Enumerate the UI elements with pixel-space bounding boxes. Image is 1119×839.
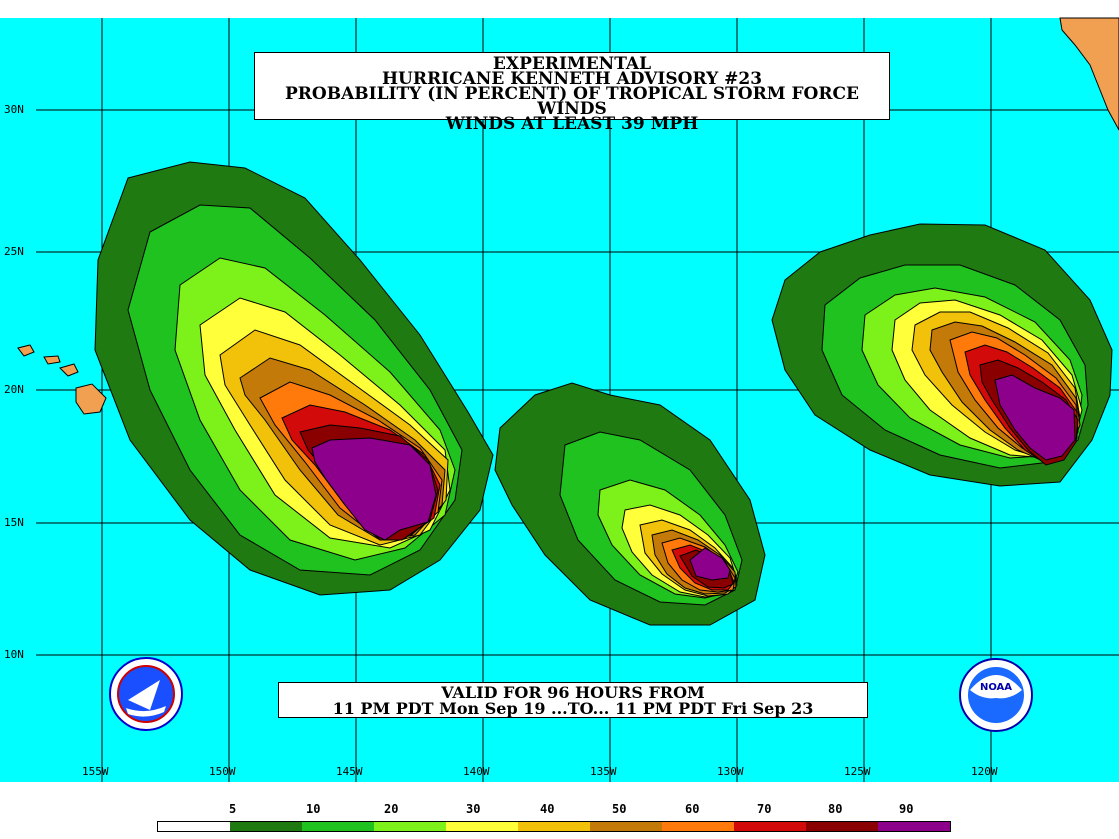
nws-logo [109,657,183,731]
legend-swatch-6 [590,822,662,831]
legend-label-50: 50 [612,802,627,816]
lon-label-145w: 145W [336,765,363,778]
lon-label-135w: 135W [590,765,617,778]
legend-label-5: 5 [229,802,237,816]
probability-contours-middle [494,382,766,626]
lon-label-140w: 140W [463,765,490,778]
valid-line-1: VALID FOR 96 HOURS FROM [441,683,705,702]
hawaii-islands [17,344,107,415]
legend-swatch-9 [806,822,878,831]
legend-swatch-8 [734,822,806,831]
legend-label-90: 90 [899,802,914,816]
legend-swatch-4 [446,822,518,831]
valid-line-2: 11 PM PDT Mon Sep 19 ...TO... 11 PM PDT … [332,699,814,718]
lat-label-10n: 10N [4,648,24,661]
valid-period-box: VALID FOR 96 HOURS FROM 11 PM PDT Mon Se… [278,682,868,718]
legend-swatch-10 [878,822,950,831]
lat-label-25n: 25N [4,245,24,258]
title-line-4: WINDS AT LEAST 39 MPH [445,114,699,134]
legend-label-30: 30 [466,802,481,816]
map-title-box: EXPERIMENTAL HURRICANE KENNETH ADVISORY … [254,52,890,133]
lon-label-155w: 155W [82,765,109,778]
legend-swatch-2 [302,822,374,831]
title-line-3: PROBABILITY (IN PERCENT) OF TROPICAL STO… [285,84,859,119]
probability-contours-west [94,161,494,596]
legend-label-40: 40 [540,802,555,816]
lon-label-125w: 125W [844,765,871,778]
probability-contours-east [771,223,1113,487]
mexico-land [1059,17,1119,131]
lat-label-15n: 15N [4,516,24,529]
legend-swatch-5 [518,822,590,831]
legend-swatch-3 [374,822,446,831]
lon-label-150w: 150W [209,765,236,778]
lon-label-120w: 120W [971,765,998,778]
title-line-2: HURRICANE KENNETH ADVISORY #23 [381,69,763,89]
legend-label-70: 70 [757,802,772,816]
title-line-1: EXPERIMENTAL [492,54,652,74]
lat-label-30n: 30N [4,103,24,116]
lat-label-20n: 20N [4,383,24,396]
noaa-logo: NOAA [959,658,1033,732]
legend-swatch-7 [662,822,734,831]
legend-label-20: 20 [384,802,399,816]
lon-label-130w: 130W [717,765,744,778]
legend-color-bar [157,821,951,832]
legend-label-80: 80 [828,802,843,816]
legend-label-60: 60 [685,802,700,816]
svg-text:NOAA: NOAA [980,682,1012,693]
legend-swatch-0 [158,822,230,831]
legend-swatch-1 [230,822,302,831]
legend-label-10: 10 [306,802,321,816]
